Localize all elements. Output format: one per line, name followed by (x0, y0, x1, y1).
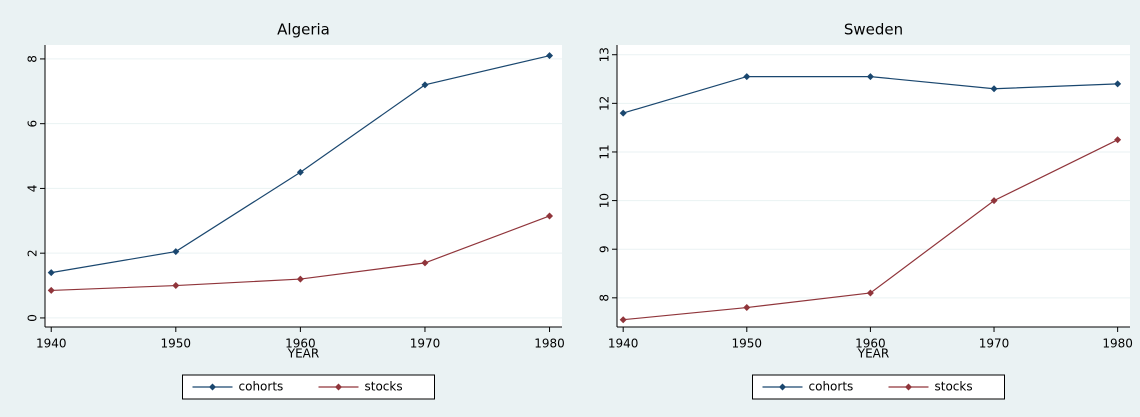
y-tick-label: 13 (598, 47, 612, 62)
marker (172, 282, 180, 290)
y-tick-label: 2 (26, 249, 40, 257)
legend-marker (779, 383, 786, 391)
y-tick-label: 10 (598, 193, 612, 208)
marker (172, 248, 180, 256)
marker (421, 81, 429, 89)
marker (619, 109, 627, 117)
marker (296, 275, 304, 283)
x-tick-label: 1960 (855, 337, 886, 351)
y-tick-label: 4 (26, 185, 40, 193)
legend-label: cohorts (809, 380, 854, 394)
x-tick-label: 1970 (410, 337, 441, 351)
marker (866, 289, 874, 297)
x-axis-title: YEAR (287, 347, 319, 361)
marker (866, 73, 874, 81)
y-tick-label: 11 (598, 144, 612, 159)
marker (47, 269, 55, 277)
marker (546, 52, 554, 60)
x-axis-title: YEAR (857, 347, 889, 361)
y-tick-label: 9 (598, 245, 612, 253)
x-tick-label: 1950 (161, 337, 192, 351)
x-tick-label: 1970 (979, 337, 1010, 351)
legend-marker (335, 383, 342, 391)
marker (743, 73, 751, 81)
x-tick-label: 1980 (1102, 337, 1133, 351)
y-tick-label: 8 (598, 294, 612, 302)
marker (1114, 136, 1122, 144)
x-tick-label: 1960 (285, 337, 316, 351)
plot-area (617, 45, 1130, 327)
marker (990, 85, 998, 93)
plot-area (45, 45, 562, 327)
chart-title: Algeria (277, 21, 330, 39)
marker (546, 212, 554, 220)
marker (1114, 80, 1122, 88)
x-tick-label: 1940 (36, 337, 67, 351)
marker (990, 197, 998, 205)
marker (619, 316, 627, 324)
marker (421, 259, 429, 267)
legend-label: cohorts (239, 380, 284, 394)
legend-marker (209, 383, 216, 391)
legend-marker (905, 383, 912, 391)
marker (743, 304, 751, 312)
x-tick-label: 1950 (732, 337, 763, 351)
x-tick-label: 1980 (534, 337, 565, 351)
y-tick-label: 12 (598, 96, 612, 111)
x-tick-label: 1940 (608, 337, 639, 351)
chart-title: Sweden (844, 21, 903, 39)
legend-label: stocks (365, 380, 403, 394)
marker (47, 286, 55, 294)
legend-label: stocks (935, 380, 973, 394)
marker (296, 168, 304, 176)
y-tick-label: 6 (26, 120, 40, 128)
y-tick-label: 8 (26, 55, 40, 63)
y-tick-label: 0 (26, 314, 40, 322)
